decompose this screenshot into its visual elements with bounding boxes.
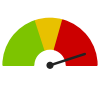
Wedge shape [3,21,45,65]
Wedge shape [36,18,63,50]
Circle shape [47,62,53,68]
Wedge shape [54,20,97,65]
